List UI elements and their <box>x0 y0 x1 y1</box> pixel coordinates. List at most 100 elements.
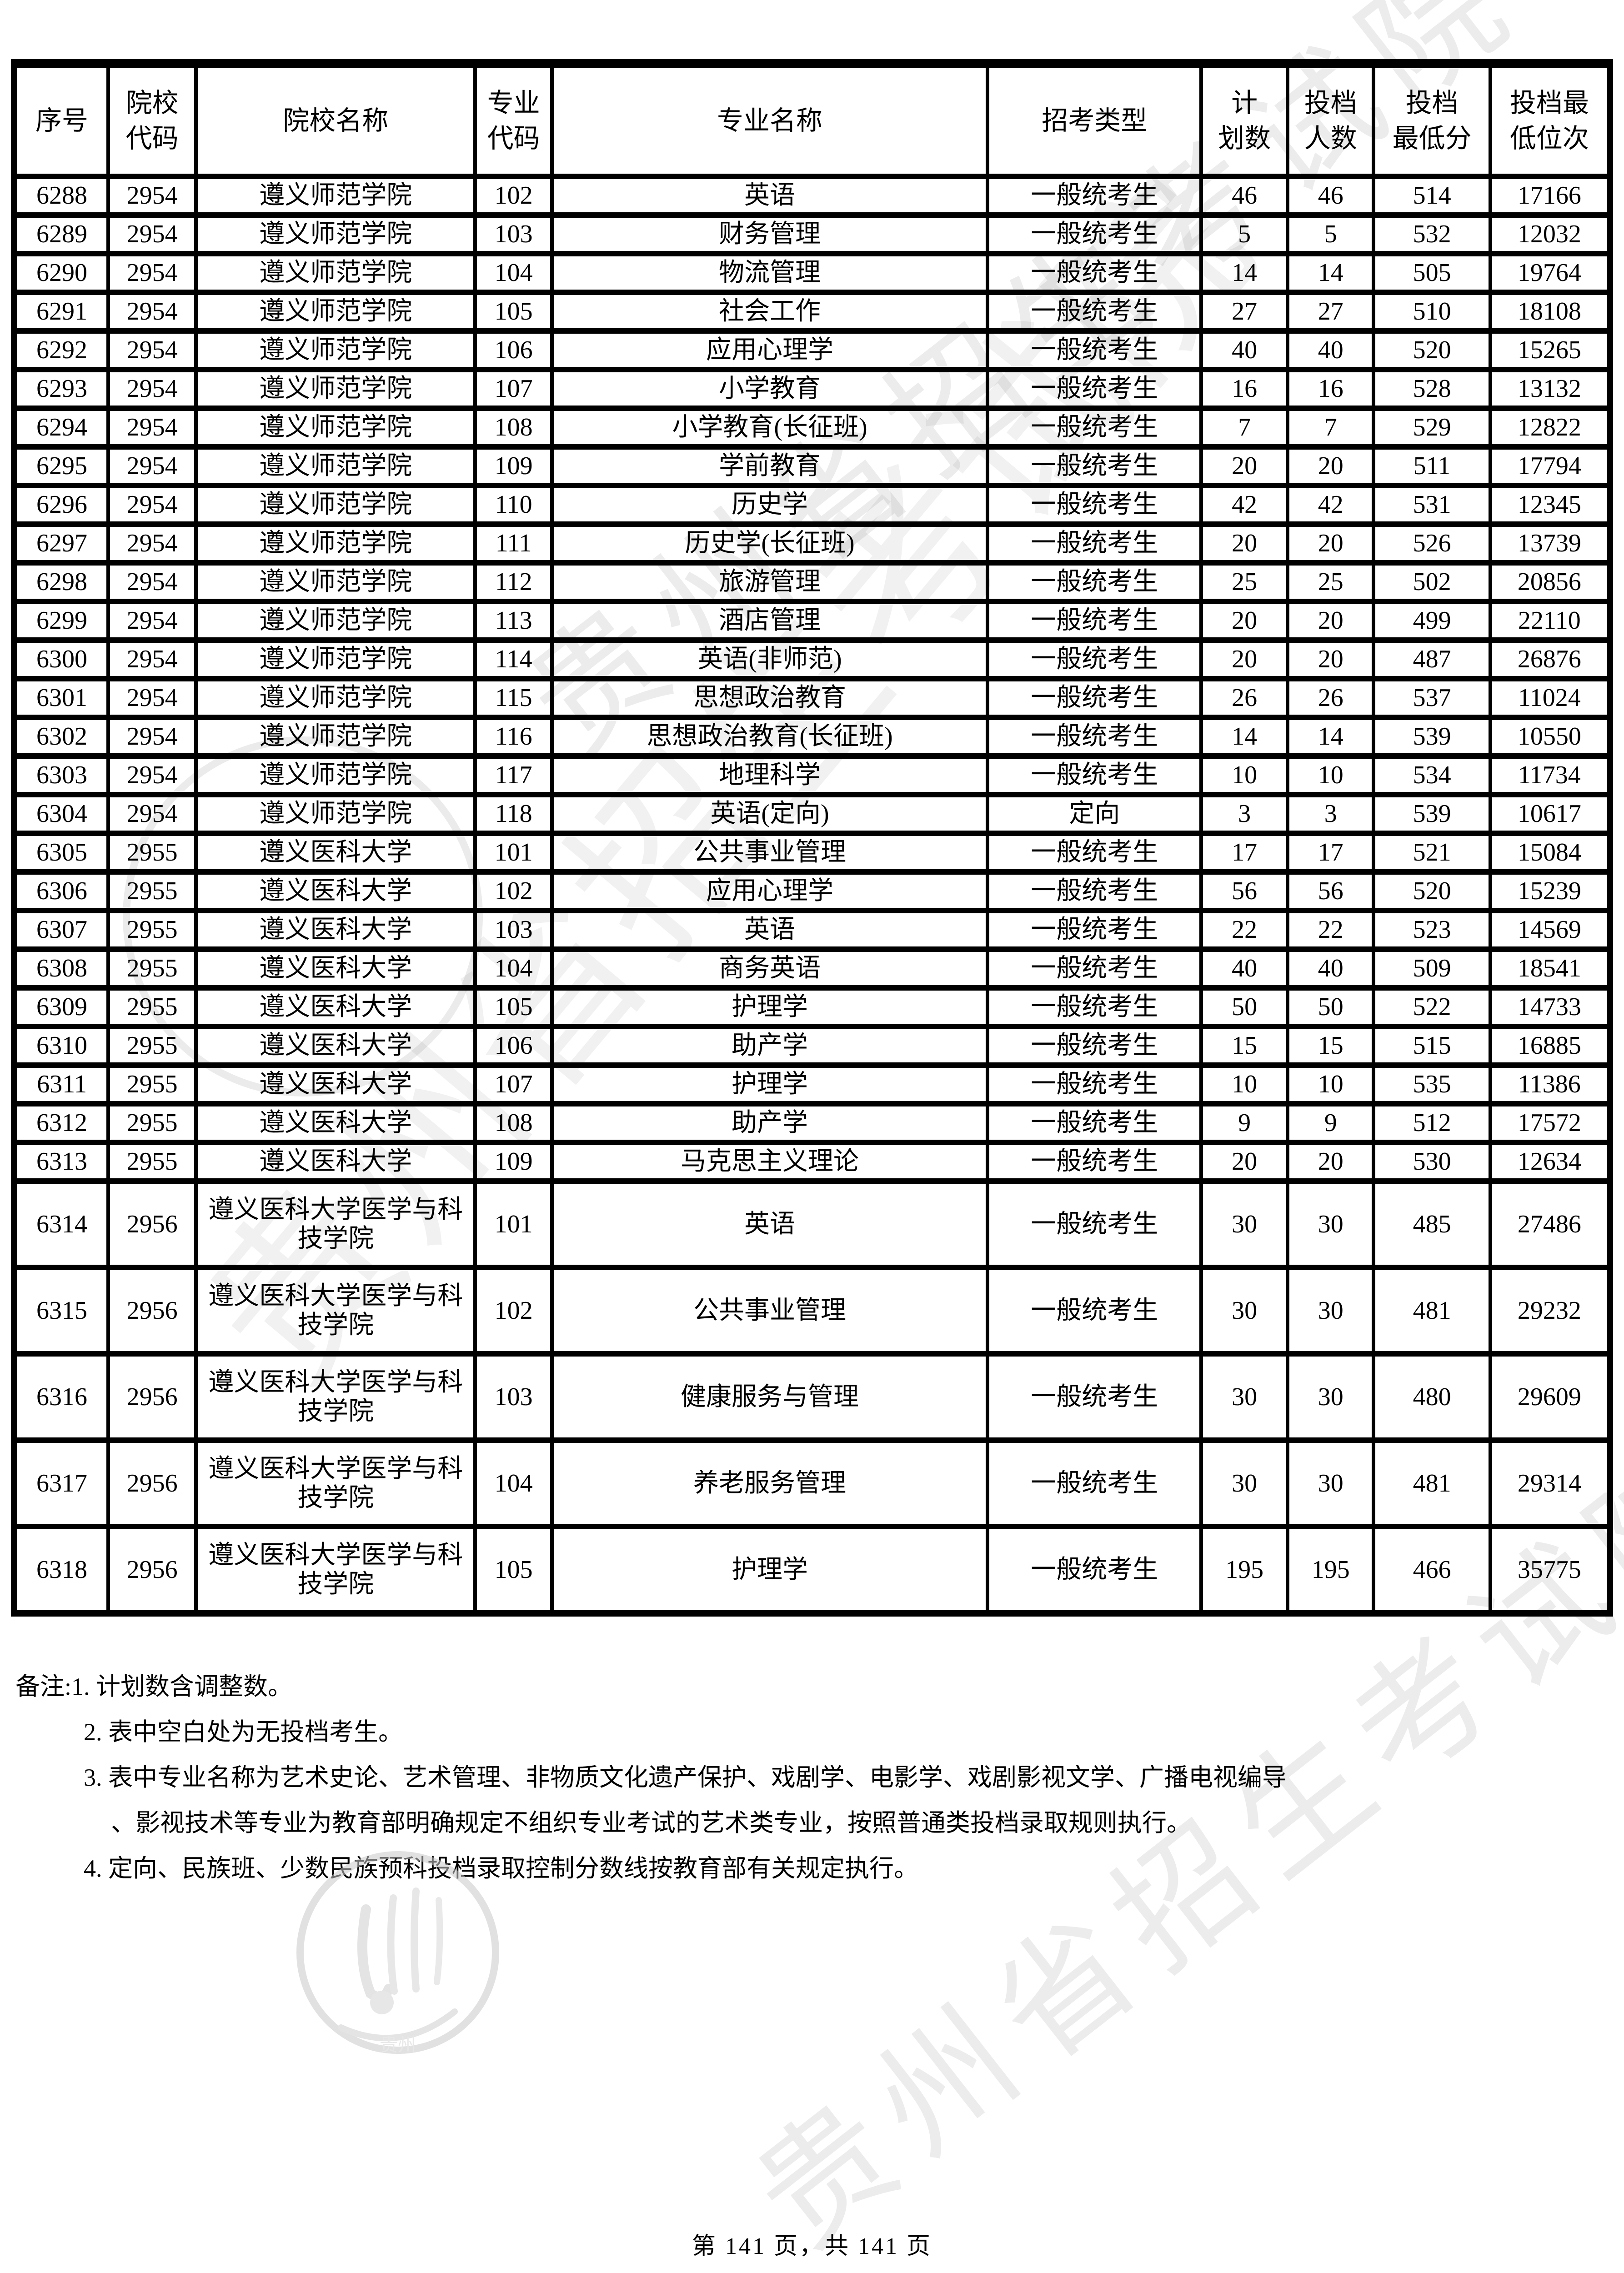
table-cell: 6317 <box>12 1437 110 1529</box>
table-cell: 一般统考生 <box>986 406 1203 450</box>
remarks-block: 备注:1. 计划数含调整数。 2. 表中空白处为无投档考生。 3. 表中专业名称… <box>15 1664 1598 1891</box>
table-cell: 2954 <box>106 753 198 797</box>
table-cell: 助产学 <box>550 1024 990 1068</box>
table-cell: 20 <box>1199 637 1289 681</box>
table-cell: 2954 <box>106 328 198 372</box>
table-cell: 56 <box>1285 869 1376 913</box>
admission-score-table: 序号 院校 代码 院校名称 专业 代码 专业名称 招考类型计 划数 投档 人数 投档 最低分投… <box>11 59 1613 1617</box>
remark-line: 3. 表中专业名称为艺术史论、艺术管理、非物质文化遗产保护、戏剧学、电影学、戏剧… <box>84 1764 1287 1791</box>
table-cell: 6295 <box>12 444 110 488</box>
table-cell: 一般统考生 <box>986 637 1203 681</box>
table-cell: 一般统考生 <box>986 985 1203 1029</box>
table-cell: 一般统考生 <box>986 483 1203 527</box>
table-cell: 遵义医科大学医学与科技学院 <box>194 1178 477 1270</box>
table-cell: 15 <box>1199 1024 1289 1068</box>
remark-line: 4. 定向、民族班、少数民族预科投档录取控制分数线按教育部有关规定执行。 <box>84 1855 918 1882</box>
table-cell: 2954 <box>106 715 198 759</box>
table-row: 6309 2955 遵义医科大学 105 护理学 一般统考生 50 50 522 14733 <box>12 985 1612 1029</box>
table-cell: 25 <box>1285 560 1376 604</box>
table-cell: 地理科学 <box>550 753 990 797</box>
table-cell: 487 <box>1372 637 1492 681</box>
table-cell: 一般统考生 <box>986 367 1203 411</box>
table-cell: 2956 <box>106 1524 198 1616</box>
table-cell: 11734 <box>1488 753 1612 797</box>
table-cell: 6296 <box>12 483 110 527</box>
table-cell: 502 <box>1372 560 1492 604</box>
table-cell: 遵义医科大学医学与科技学院 <box>194 1265 477 1357</box>
table-cell: 遵义师范学院 <box>194 212 477 256</box>
table-cell: 30 <box>1285 1178 1376 1270</box>
table-cell: 499 <box>1372 599 1492 643</box>
table-cell: 遵义师范学院 <box>194 599 477 643</box>
table-cell: 14 <box>1285 251 1376 295</box>
table-cell: 一般统考生 <box>986 174 1203 218</box>
table-cell: 532 <box>1372 212 1492 256</box>
table-cell: 2956 <box>106 1178 198 1270</box>
svg-text:贵州: 贵州 <box>380 2035 416 2055</box>
column-header-5: 招考类型 <box>986 61 1203 179</box>
table-cell: 539 <box>1372 792 1492 836</box>
table-cell: 103 <box>473 1351 554 1443</box>
table-cell: 25 <box>1199 560 1289 604</box>
table-cell: 英语 <box>550 174 990 218</box>
table-cell: 539 <box>1372 715 1492 759</box>
table-cell: 6310 <box>12 1024 110 1068</box>
table-row: 6297 2954 遵义师范学院 111 历史学(长征班) 一般统考生 20 20 526 137… <box>12 521 1612 566</box>
table-cell: 一般统考生 <box>986 599 1203 643</box>
table-cell: 10550 <box>1488 715 1612 759</box>
table-cell: 2954 <box>106 637 198 681</box>
table-cell: 108 <box>473 1101 554 1145</box>
table-cell: 30 <box>1285 1265 1376 1357</box>
table-row: 6300 2954 遵义师范学院 114 英语(非师范) 一般统考生 20 20 487 2687… <box>12 637 1612 681</box>
table-cell: 20 <box>1199 521 1289 566</box>
table-cell: 46 <box>1199 174 1289 218</box>
table-cell: 12634 <box>1488 1140 1612 1184</box>
table-cell: 481 <box>1372 1265 1492 1357</box>
table-cell: 29609 <box>1488 1351 1612 1443</box>
table-cell: 遵义医科大学医学与科技学院 <box>194 1524 477 1616</box>
table-cell: 12822 <box>1488 406 1612 450</box>
table-cell: 481 <box>1372 1437 1492 1529</box>
table-cell: 6302 <box>12 715 110 759</box>
table-cell: 529 <box>1372 406 1492 450</box>
table-cell: 6304 <box>12 792 110 836</box>
table-cell: 109 <box>473 444 554 488</box>
table-cell: 16885 <box>1488 1024 1612 1068</box>
table-cell: 42 <box>1285 483 1376 527</box>
table-cell: 遵义师范学院 <box>194 290 477 334</box>
table-cell: 3 <box>1199 792 1289 836</box>
table-cell: 6294 <box>12 406 110 450</box>
table-cell: 6288 <box>12 174 110 218</box>
table-cell: 遵义师范学院 <box>194 328 477 372</box>
table-cell: 物流管理 <box>550 251 990 295</box>
table-cell: 6303 <box>12 753 110 797</box>
table-cell: 20 <box>1199 1140 1289 1184</box>
page-indicator: 第 141 页，共 141 页 <box>692 2233 932 2259</box>
table-cell: 10 <box>1285 753 1376 797</box>
table-row: 6303 2954 遵义师范学院 117 地理科学 一般统考生 10 10 534 11734 <box>12 753 1612 797</box>
table-cell: 50 <box>1199 985 1289 1029</box>
table-cell: 6297 <box>12 521 110 566</box>
table-cell: 旅游管理 <box>550 560 990 604</box>
table-cell: 6308 <box>12 946 110 991</box>
table-cell: 7 <box>1285 406 1376 450</box>
table-cell: 105 <box>473 985 554 1029</box>
table-cell: 113 <box>473 599 554 643</box>
table-cell: 15239 <box>1488 869 1612 913</box>
table-cell: 520 <box>1372 869 1492 913</box>
table-cell: 6298 <box>12 560 110 604</box>
table-cell: 26 <box>1285 676 1376 720</box>
table-cell: 26876 <box>1488 637 1612 681</box>
table-cell: 一般统考生 <box>986 831 1203 875</box>
table-cell: 22 <box>1285 908 1376 952</box>
table-cell: 27 <box>1199 290 1289 334</box>
table-cell: 22110 <box>1488 599 1612 643</box>
table-cell: 一般统考生 <box>986 212 1203 256</box>
table-cell: 2954 <box>106 290 198 334</box>
table-cell: 马克思主义理论 <box>550 1140 990 1184</box>
table-cell: 一般统考生 <box>986 676 1203 720</box>
table-cell: 107 <box>473 1062 554 1106</box>
table-cell: 20 <box>1285 521 1376 566</box>
table-row: 6315 2956 遵义医科大学医学与科技学院 102 公共事业管理 一般统考生 30 30 4… <box>12 1265 1612 1357</box>
table-cell: 护理学 <box>550 1524 990 1616</box>
